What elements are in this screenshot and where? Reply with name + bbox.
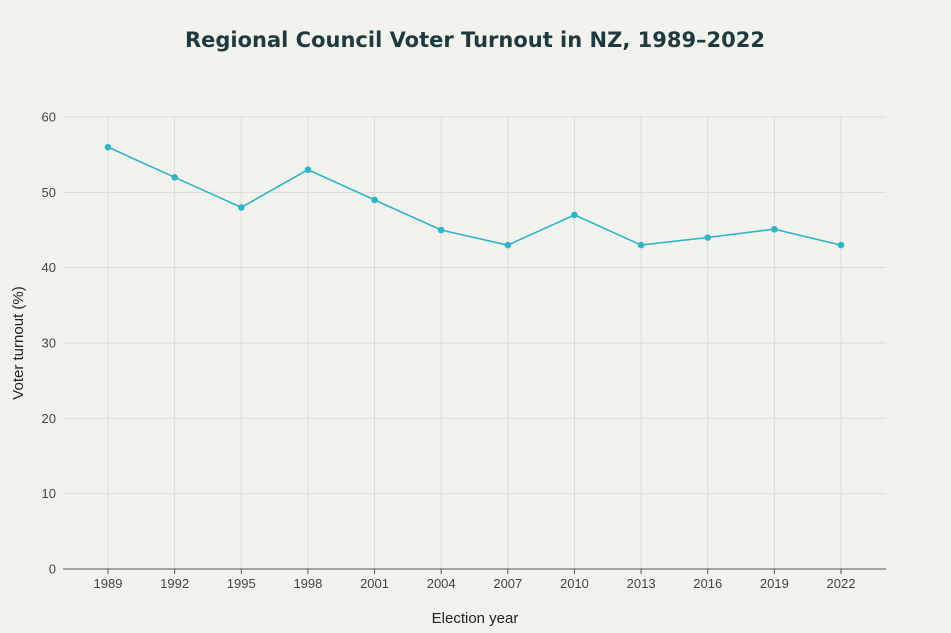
axes: 0 10 20 30 40 50 60 1989 1992 1995 1998 2001 2004 200… — [42, 110, 886, 591]
grid — [63, 116, 886, 569]
chart-title: Regional Council Voter Turnout in NZ, 19… — [185, 28, 765, 52]
data-point[interactable] — [504, 241, 512, 249]
y-tick-label: 60 — [42, 110, 56, 125]
y-tick-label: 0 — [49, 562, 56, 577]
data-point[interactable] — [437, 226, 445, 234]
x-tick-label: 1989 — [94, 576, 123, 591]
data-point[interactable] — [637, 241, 645, 249]
y-tick-label: 30 — [42, 336, 56, 351]
x-tick-label: 2022 — [827, 576, 856, 591]
x-tick-label: 2007 — [493, 576, 522, 591]
data-point[interactable] — [837, 241, 845, 249]
x-tick-label: 2016 — [693, 576, 722, 591]
y-tick-label: 20 — [42, 411, 56, 426]
data-point[interactable] — [771, 225, 778, 233]
data-point[interactable] — [304, 166, 312, 174]
y-tick-label: 10 — [42, 486, 56, 501]
x-tick-label: 1995 — [227, 576, 256, 591]
data-point[interactable] — [237, 204, 245, 211]
data-point[interactable] — [171, 173, 178, 181]
x-tick-label: 1998 — [293, 576, 322, 591]
series — [104, 143, 845, 249]
x-tick-label: 2019 — [760, 576, 789, 591]
y-tick-label: 40 — [42, 260, 56, 275]
x-tick-label: 2001 — [360, 576, 389, 591]
x-tick-label: 1992 — [160, 576, 189, 591]
y-axis-label: Voter turnout (%) — [10, 286, 27, 399]
y-tick-label: 50 — [42, 185, 56, 200]
x-axis-label: Election year — [432, 610, 519, 627]
series-line — [107, 146, 842, 246]
x-tick-label: 2013 — [627, 576, 656, 591]
x-tick-label: 2010 — [560, 576, 589, 591]
data-point[interactable] — [104, 143, 112, 151]
data-point[interactable] — [704, 234, 712, 241]
data-point[interactable] — [571, 211, 578, 219]
data-point[interactable] — [371, 196, 378, 204]
x-tick-label: 2004 — [427, 576, 456, 591]
